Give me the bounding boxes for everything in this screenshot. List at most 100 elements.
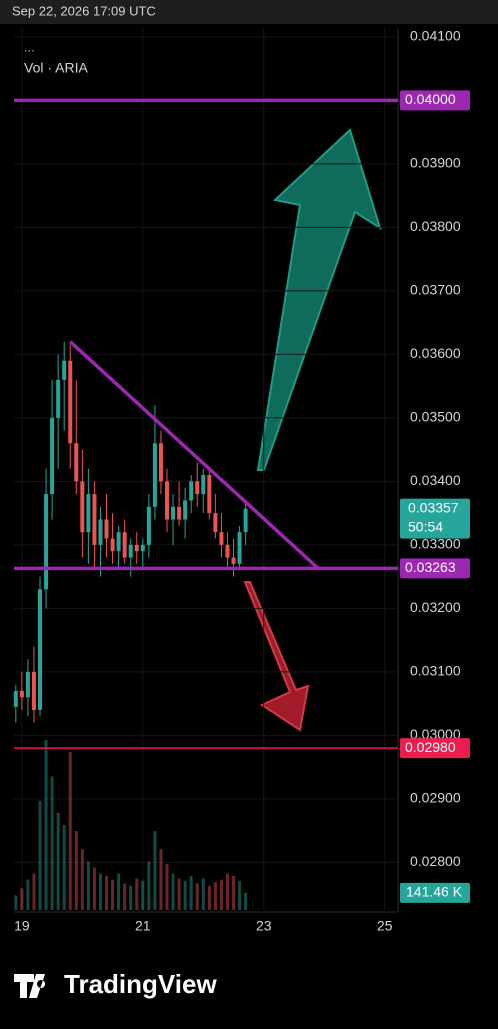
volume-bar	[117, 873, 121, 910]
y-tick-label: 0.03900	[410, 155, 461, 171]
volume-bar	[244, 892, 248, 910]
level-label-box	[400, 558, 470, 579]
candle-body	[92, 494, 97, 545]
volume-bar	[44, 740, 48, 910]
volume-bar	[183, 880, 187, 910]
y-tick-label: 0.03600	[410, 345, 461, 361]
y-tick-label: 0.03800	[410, 218, 461, 234]
y-tick-label: 0.03300	[410, 536, 461, 552]
candle-body	[25, 671, 30, 698]
candle-body	[207, 475, 212, 514]
candle-body	[134, 544, 139, 552]
candle-body	[195, 481, 200, 495]
volume-bar	[177, 878, 181, 910]
level-label-box	[400, 90, 470, 111]
volume-bar	[238, 880, 242, 910]
candle-body	[38, 589, 43, 710]
volume-bar	[147, 861, 151, 910]
last-price-box	[400, 498, 470, 539]
timestamp: Sep 22, 2026 17:09 UTC	[12, 3, 156, 18]
candle-body	[44, 494, 49, 590]
candle-body	[13, 690, 18, 707]
volume-bar	[213, 882, 217, 910]
volume-bar	[74, 831, 78, 910]
candle-body	[201, 475, 206, 495]
candle-body	[189, 481, 194, 501]
volume-bar	[105, 876, 109, 910]
y-tick-label: 0.03100	[410, 663, 461, 679]
volume-bar	[159, 849, 163, 910]
level-label: 0.04000	[405, 91, 456, 107]
volume-bar	[26, 879, 30, 910]
volume-bar	[56, 812, 60, 910]
volume-bar	[14, 895, 18, 910]
candle-body	[177, 506, 182, 520]
down-arrow	[243, 581, 310, 732]
menu[interactable]: ...	[24, 39, 35, 54]
header-bar	[0, 0, 498, 24]
candle-body	[231, 557, 236, 564]
volume-bar	[129, 885, 133, 910]
brand: TradingView	[64, 969, 217, 999]
volume-bar	[92, 867, 96, 910]
level-label-box	[400, 738, 470, 759]
candle-body	[152, 443, 157, 507]
volume-bar	[80, 849, 84, 910]
candle-body	[122, 532, 127, 558]
logo-icon	[14, 974, 46, 998]
y-tick-label: 0.03500	[410, 409, 461, 425]
volume-bar	[62, 825, 66, 910]
candle-body	[19, 690, 24, 698]
volume-bar	[68, 752, 72, 910]
y-tick-label: 0.03400	[410, 472, 461, 488]
volume-bar	[123, 883, 127, 910]
y-tick-label: 0.02800	[410, 853, 461, 869]
y-tick-label: 0.04100	[410, 28, 461, 44]
volume-bar	[207, 885, 211, 910]
volume-bar	[171, 873, 175, 910]
candle-body	[183, 500, 188, 520]
level-label: 0.03263	[405, 559, 456, 575]
volume-bar	[32, 873, 36, 910]
level-label: 0.02980	[405, 739, 456, 755]
candle-body	[146, 506, 151, 545]
volume-bar	[219, 879, 223, 910]
candle-body	[158, 443, 163, 482]
y-tick-label: 0.02900	[410, 790, 461, 806]
candle-body	[80, 481, 85, 533]
x-tick-label: 25	[377, 918, 393, 934]
candle-body	[50, 417, 55, 495]
candle-body	[116, 532, 121, 552]
candle-body	[31, 671, 36, 710]
candle-body	[140, 544, 145, 552]
volume-bar	[153, 831, 157, 910]
x-tick-label: 19	[14, 918, 30, 934]
candle-body	[219, 532, 224, 545]
x-tick-label: 21	[135, 918, 151, 934]
volume-bar	[20, 888, 24, 910]
countdown: 50:54	[408, 518, 443, 534]
volume-legend: Vol · ARIA	[24, 60, 88, 76]
volume-bar	[225, 873, 229, 910]
volume-bar	[232, 876, 236, 910]
volume-bar	[195, 883, 199, 910]
trendline	[69, 340, 320, 570]
volume-bar	[98, 873, 102, 910]
candle-body	[62, 360, 67, 380]
volume-bar	[38, 800, 42, 910]
candle-body	[74, 443, 79, 482]
candle-body	[225, 544, 230, 558]
candle-body	[110, 538, 115, 552]
candle-body	[237, 532, 242, 564]
y-tick-label: 0.03700	[410, 282, 461, 298]
up-arrow	[256, 128, 382, 471]
volume-bar	[86, 861, 90, 910]
candle-body	[171, 506, 176, 520]
volume-bar	[50, 776, 54, 910]
candle-body	[56, 379, 61, 418]
volume-bar	[189, 876, 193, 910]
candle-body	[68, 360, 73, 444]
y-tick-label: 0.03200	[410, 599, 461, 615]
